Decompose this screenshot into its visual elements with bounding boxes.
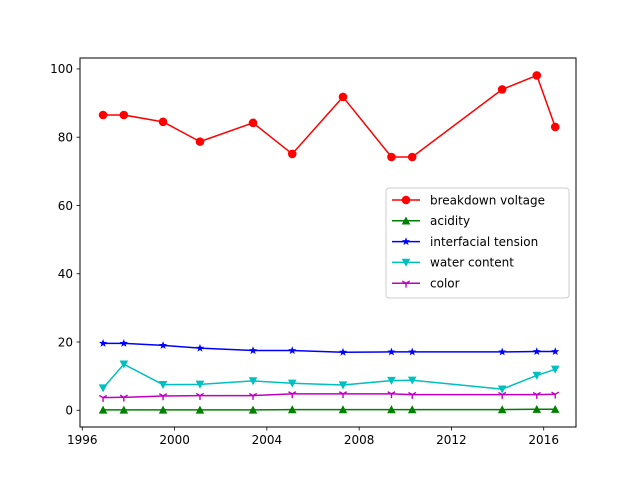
data-point-acidity (195, 405, 205, 414)
data-point-water-content (338, 381, 348, 390)
data-point-breakdown-voltage (98, 110, 108, 120)
data-point-color (387, 391, 396, 399)
data-point-breakdown-voltage (287, 149, 297, 159)
data-point-color (338, 391, 348, 399)
y-tick-label: 0 (65, 404, 73, 418)
data-point-breakdown-voltage (550, 122, 560, 132)
data-point-water-content (119, 360, 129, 369)
series-line-color (103, 393, 556, 399)
data-point-color (98, 394, 108, 402)
x-tick-label: 2016 (528, 433, 559, 447)
data-point-color (288, 391, 297, 399)
data-point-acidity (550, 404, 560, 413)
data-point-acidity (407, 405, 417, 414)
data-point-color (551, 391, 560, 399)
series-line-water-content (102, 363, 556, 390)
data-point-breakdown-voltage (497, 85, 507, 94)
legend-marker-breakdown-voltage (401, 195, 411, 205)
data-point-color (408, 391, 417, 399)
data-point-breakdown-voltage (338, 92, 348, 102)
legend-label-breakdown-voltage: breakdown voltage (430, 193, 545, 207)
data-point-breakdown-voltage (195, 137, 205, 146)
series-line-breakdown-voltage (103, 74, 556, 158)
y-tick-label: 60 (58, 199, 73, 213)
y-tick-label: 80 (58, 130, 73, 144)
y-tick-label: 40 (58, 267, 73, 281)
x-tick-label: 1996 (67, 433, 98, 447)
data-point-water-content (387, 376, 396, 385)
axes: 1996 2000 2004 2008 2012 2016 0 20 40 60 80 100 (50, 57, 577, 447)
legend: breakdown voltage acidity interfacial tens… (385, 187, 570, 299)
data-point-interfacial-tension (119, 339, 128, 347)
data-point-breakdown-voltage (532, 71, 542, 80)
data-point-acidity (532, 404, 542, 413)
data-point-water-content (98, 384, 108, 393)
data-point-color (248, 392, 258, 400)
data-point-color (195, 392, 205, 400)
data-point-interfacial-tension (248, 346, 258, 355)
data-point-breakdown-voltage (158, 117, 168, 127)
legend-marker-interfacial-tension (401, 237, 411, 246)
y-tick-label: 20 (58, 335, 73, 349)
data-point-interfacial-tension (288, 346, 297, 355)
legend-marker-water-content (401, 258, 411, 267)
data-point-interfacial-tension (158, 341, 168, 349)
data-point-water-content (195, 380, 205, 389)
data-point-water-content (532, 371, 542, 380)
axes-frame (79, 57, 577, 428)
data-point-color (532, 391, 541, 399)
data-point-interfacial-tension (98, 339, 108, 347)
data-point-acidity (248, 405, 258, 414)
legend-label-color: color (430, 277, 460, 291)
legend-label-acidity: acidity (430, 214, 470, 228)
data-point-acidity (98, 405, 108, 414)
data-point-acidity (158, 405, 168, 414)
y-tick-label: 100 (50, 62, 73, 76)
data-point-acidity (338, 405, 348, 414)
data-point-acidity (387, 405, 396, 414)
x-tick-label: 2000 (159, 433, 190, 447)
data-point-interfacial-tension (498, 347, 507, 356)
data-point-color (119, 394, 128, 402)
data-point-water-content (248, 377, 258, 386)
plot-area (98, 71, 560, 414)
data-point-breakdown-voltage (387, 152, 396, 162)
data-point-water-content (407, 376, 417, 385)
data-point-interfacial-tension (532, 347, 541, 356)
data-point-acidity (497, 405, 507, 414)
series-line-interfacial-tension (103, 342, 556, 353)
data-point-breakdown-voltage (119, 110, 129, 120)
legend-marker-color (401, 280, 411, 288)
data-point-interfacial-tension (387, 347, 396, 356)
data-point-interfacial-tension (338, 347, 348, 356)
x-tick-label: 2012 (436, 433, 467, 447)
legend-marker-acidity (401, 216, 411, 225)
data-point-color (158, 393, 168, 401)
legend-label-interfacial-tension: interfacial tension (430, 235, 538, 249)
data-point-acidity (287, 405, 297, 414)
data-point-water-content (550, 365, 560, 374)
data-point-acidity (119, 405, 129, 414)
data-point-interfacial-tension (551, 347, 560, 356)
x-tick-label: 2008 (344, 433, 375, 447)
data-point-interfacial-tension (408, 347, 417, 356)
data-point-water-content (287, 379, 297, 388)
series-line-acidity (103, 408, 556, 411)
legend-box (385, 187, 570, 299)
data-point-breakdown-voltage (407, 152, 417, 162)
x-tick-label: 2004 (252, 433, 283, 447)
data-point-water-content (497, 385, 507, 394)
legend-label-water-content: water content (430, 256, 514, 270)
data-point-color (498, 391, 507, 399)
data-point-water-content (158, 381, 168, 389)
data-point-breakdown-voltage (248, 118, 258, 128)
data-point-interfacial-tension (195, 343, 205, 352)
